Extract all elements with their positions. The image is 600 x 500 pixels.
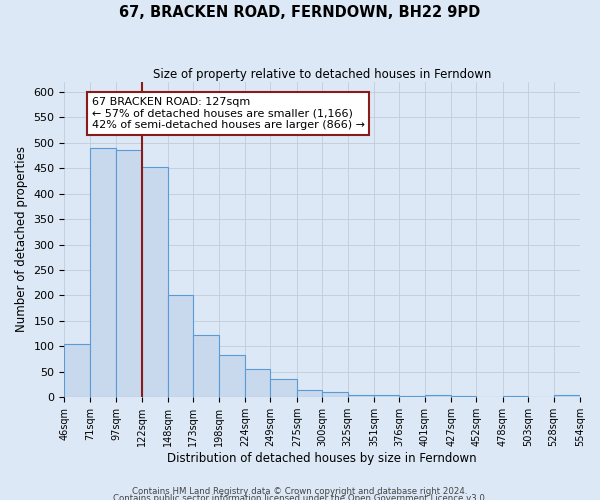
Bar	[400, 396, 425, 397]
X-axis label: Distribution of detached houses by size in Ferndown: Distribution of detached houses by size …	[167, 452, 477, 465]
Bar	[245, 369, 271, 397]
Bar	[142, 167, 168, 397]
Bar	[322, 392, 347, 397]
Bar	[90, 148, 116, 397]
Text: Contains public sector information licensed under the Open Government Licence v3: Contains public sector information licen…	[113, 494, 487, 500]
Text: 67, BRACKEN ROAD, FERNDOWN, BH22 9PD: 67, BRACKEN ROAD, FERNDOWN, BH22 9PD	[119, 5, 481, 20]
Bar	[297, 390, 322, 397]
Bar	[193, 335, 218, 397]
Text: 67 BRACKEN ROAD: 127sqm
← 57% of detached houses are smaller (1,166)
42% of semi: 67 BRACKEN ROAD: 127sqm ← 57% of detache…	[92, 97, 365, 130]
Bar	[218, 356, 245, 397]
Bar	[425, 394, 451, 397]
Text: Contains HM Land Registry data © Crown copyright and database right 2024.: Contains HM Land Registry data © Crown c…	[132, 487, 468, 496]
Bar	[554, 394, 580, 397]
Bar	[503, 396, 528, 397]
Bar	[116, 150, 142, 397]
Bar	[528, 396, 554, 397]
Bar	[347, 394, 374, 397]
Bar	[451, 396, 476, 397]
Title: Size of property relative to detached houses in Ferndown: Size of property relative to detached ho…	[153, 68, 491, 80]
Y-axis label: Number of detached properties: Number of detached properties	[15, 146, 28, 332]
Bar	[64, 344, 90, 397]
Bar	[476, 396, 503, 397]
Bar	[271, 380, 297, 397]
Bar	[168, 296, 193, 397]
Bar	[374, 394, 400, 397]
